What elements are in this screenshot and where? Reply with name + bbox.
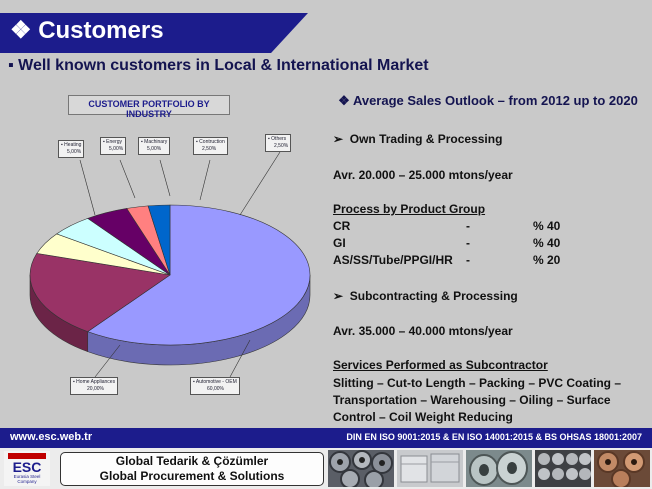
callout-automotive-pct: 60,00% bbox=[207, 386, 224, 392]
leader-line-2 bbox=[159, 159, 171, 197]
galvanized-coils-photo bbox=[466, 450, 532, 487]
pie-slice-1 bbox=[29, 253, 171, 332]
callout-home-label: Home Appliances bbox=[76, 379, 116, 385]
subcontracting-line: ➢ Subcontracting & Processing bbox=[333, 289, 518, 303]
own-volume: Avr. 20.000 – 25.000 mtons/year bbox=[333, 168, 513, 182]
own-trading-line: ➢ Own Trading & Processing bbox=[333, 132, 502, 146]
title-banner bbox=[0, 13, 308, 53]
product-row-cr: CR bbox=[333, 219, 350, 233]
subheading-text: Well known customers in Local & Internat… bbox=[18, 57, 429, 74]
product-name: AS/SS/Tube/PPGI/HR bbox=[333, 253, 453, 267]
steel-tubes-photo bbox=[535, 450, 591, 487]
leader-line-0 bbox=[79, 159, 96, 216]
callout-energy: ▪ Energy 5,00% bbox=[100, 137, 127, 155]
subcontracting-text: Subcontracting & Processing bbox=[349, 289, 518, 303]
chart-title-box: CUSTOMER PORTFOLIO BY INDUSTRY bbox=[68, 95, 230, 119]
iso-certifications: DIN EN ISO 9001:2015 & EN ISO 14001:2015… bbox=[346, 432, 642, 442]
steel-sheets-photo bbox=[397, 450, 463, 487]
product-name: CR bbox=[333, 219, 351, 233]
services-line: Transportation – Warehousing – Oiling – … bbox=[333, 393, 611, 407]
callout-heating: ▪ Heating 5,00% bbox=[58, 140, 85, 158]
leader-line-4 bbox=[239, 151, 281, 216]
services-heading: Services Performed as Subcontractor bbox=[333, 358, 548, 372]
diamond-bullet-icon: ❖ bbox=[338, 93, 350, 108]
sales-outlook-title-text: Average Sales Outlook – from 2012 up to … bbox=[352, 93, 638, 108]
sub-volume: Avr. 35.000 – 40.000 mtons/year bbox=[333, 324, 513, 338]
subheading: ▪ Well known customers in Local & Intern… bbox=[8, 57, 429, 75]
sales-outlook-title: ❖ Average Sales Outlook – from 2012 up t… bbox=[333, 92, 643, 110]
website-link[interactable]: www.esc.web.tr bbox=[10, 431, 93, 443]
services-line: Slitting – Cut-to Length – Packing – PVC… bbox=[333, 376, 622, 390]
callout-automotive: ▪ Automotive - OEM 60,00% bbox=[190, 377, 240, 395]
footer-bar bbox=[0, 428, 652, 448]
callout-machinary: ▪ Machinary 5,00% bbox=[138, 137, 171, 155]
leader-line-6 bbox=[229, 339, 251, 378]
callout-machinary-pct: 5,00% bbox=[147, 146, 162, 152]
callout-home-pct: 20,00% bbox=[87, 386, 104, 392]
arrow-bullet-icon: ➢ bbox=[333, 289, 344, 303]
product-dash: - bbox=[466, 253, 470, 267]
callout-energy-pct: 5,00% bbox=[109, 146, 124, 152]
arrow-bullet-icon: ➢ bbox=[333, 132, 344, 146]
pie-slice-0 bbox=[87, 204, 311, 346]
leader-line-1 bbox=[119, 159, 136, 199]
callout-others-pct: 2,50% bbox=[274, 143, 289, 149]
callout-contruction: ▪ Contruction 2,50% bbox=[193, 137, 228, 155]
callout-heating-pct: 5,00% bbox=[67, 149, 82, 155]
callout-contruction-label: Contruction bbox=[199, 139, 225, 145]
product-dash: - bbox=[466, 219, 470, 233]
callout-home-appliances: ▪ Home Appliances 20,00% bbox=[70, 377, 119, 395]
logo-sub1: Eurasia Steel bbox=[14, 474, 41, 479]
callout-others-label: Others bbox=[271, 136, 287, 142]
callout-heating-label: Heating bbox=[64, 142, 82, 148]
slogan-tr: Global Tedarik & Çözümler bbox=[115, 454, 269, 468]
slogan-box: Global Tedarik & Çözümler Global Procure… bbox=[60, 452, 324, 486]
leader-line-3 bbox=[199, 159, 211, 201]
product-dash: - bbox=[466, 236, 470, 250]
callout-energy-label: Energy bbox=[106, 139, 123, 145]
product-group-heading: Process by Product Group bbox=[333, 202, 486, 216]
diamond-bullet-icon: ❖ bbox=[10, 17, 32, 44]
logo-letters: ESC bbox=[13, 459, 42, 475]
logo-sub2: Company bbox=[17, 479, 37, 484]
pie-slice-6 bbox=[147, 204, 171, 276]
esc-logo: ESC Eurasia Steel Company bbox=[4, 451, 50, 486]
steel-coils-photo bbox=[328, 450, 394, 487]
slogan-en: Global Procurement & Solutions bbox=[99, 469, 285, 483]
product-share: % 40 bbox=[533, 236, 561, 250]
square-bullet-icon: ▪ bbox=[8, 57, 14, 74]
callout-contruction-pct: 2,50% bbox=[202, 146, 217, 152]
callout-machinary-label: Machinary bbox=[144, 139, 168, 145]
own-trading-text: Own Trading & Processing bbox=[349, 132, 503, 146]
copper-coils-photo bbox=[594, 450, 650, 487]
product-row-other: AS/SS/Tube/PPGI/HR bbox=[333, 253, 453, 267]
callout-automotive-label: Automotive - OEM bbox=[195, 379, 237, 385]
pie-chart bbox=[29, 151, 311, 378]
product-name: GI bbox=[333, 236, 346, 250]
chart-title: CUSTOMER PORTFOLIO BY INDUSTRY bbox=[88, 99, 210, 119]
product-share: % 20 bbox=[533, 253, 561, 267]
page-title-text: Customers bbox=[38, 17, 164, 44]
page-title: ❖ Customers bbox=[10, 16, 164, 45]
product-row-gi: GI bbox=[333, 236, 346, 250]
services-line: Control – Coil Weight Reducing bbox=[333, 410, 513, 424]
product-share: % 40 bbox=[533, 219, 561, 233]
callout-others: ▪ Others 2,50% bbox=[265, 134, 292, 152]
leader-line-5 bbox=[94, 344, 121, 378]
